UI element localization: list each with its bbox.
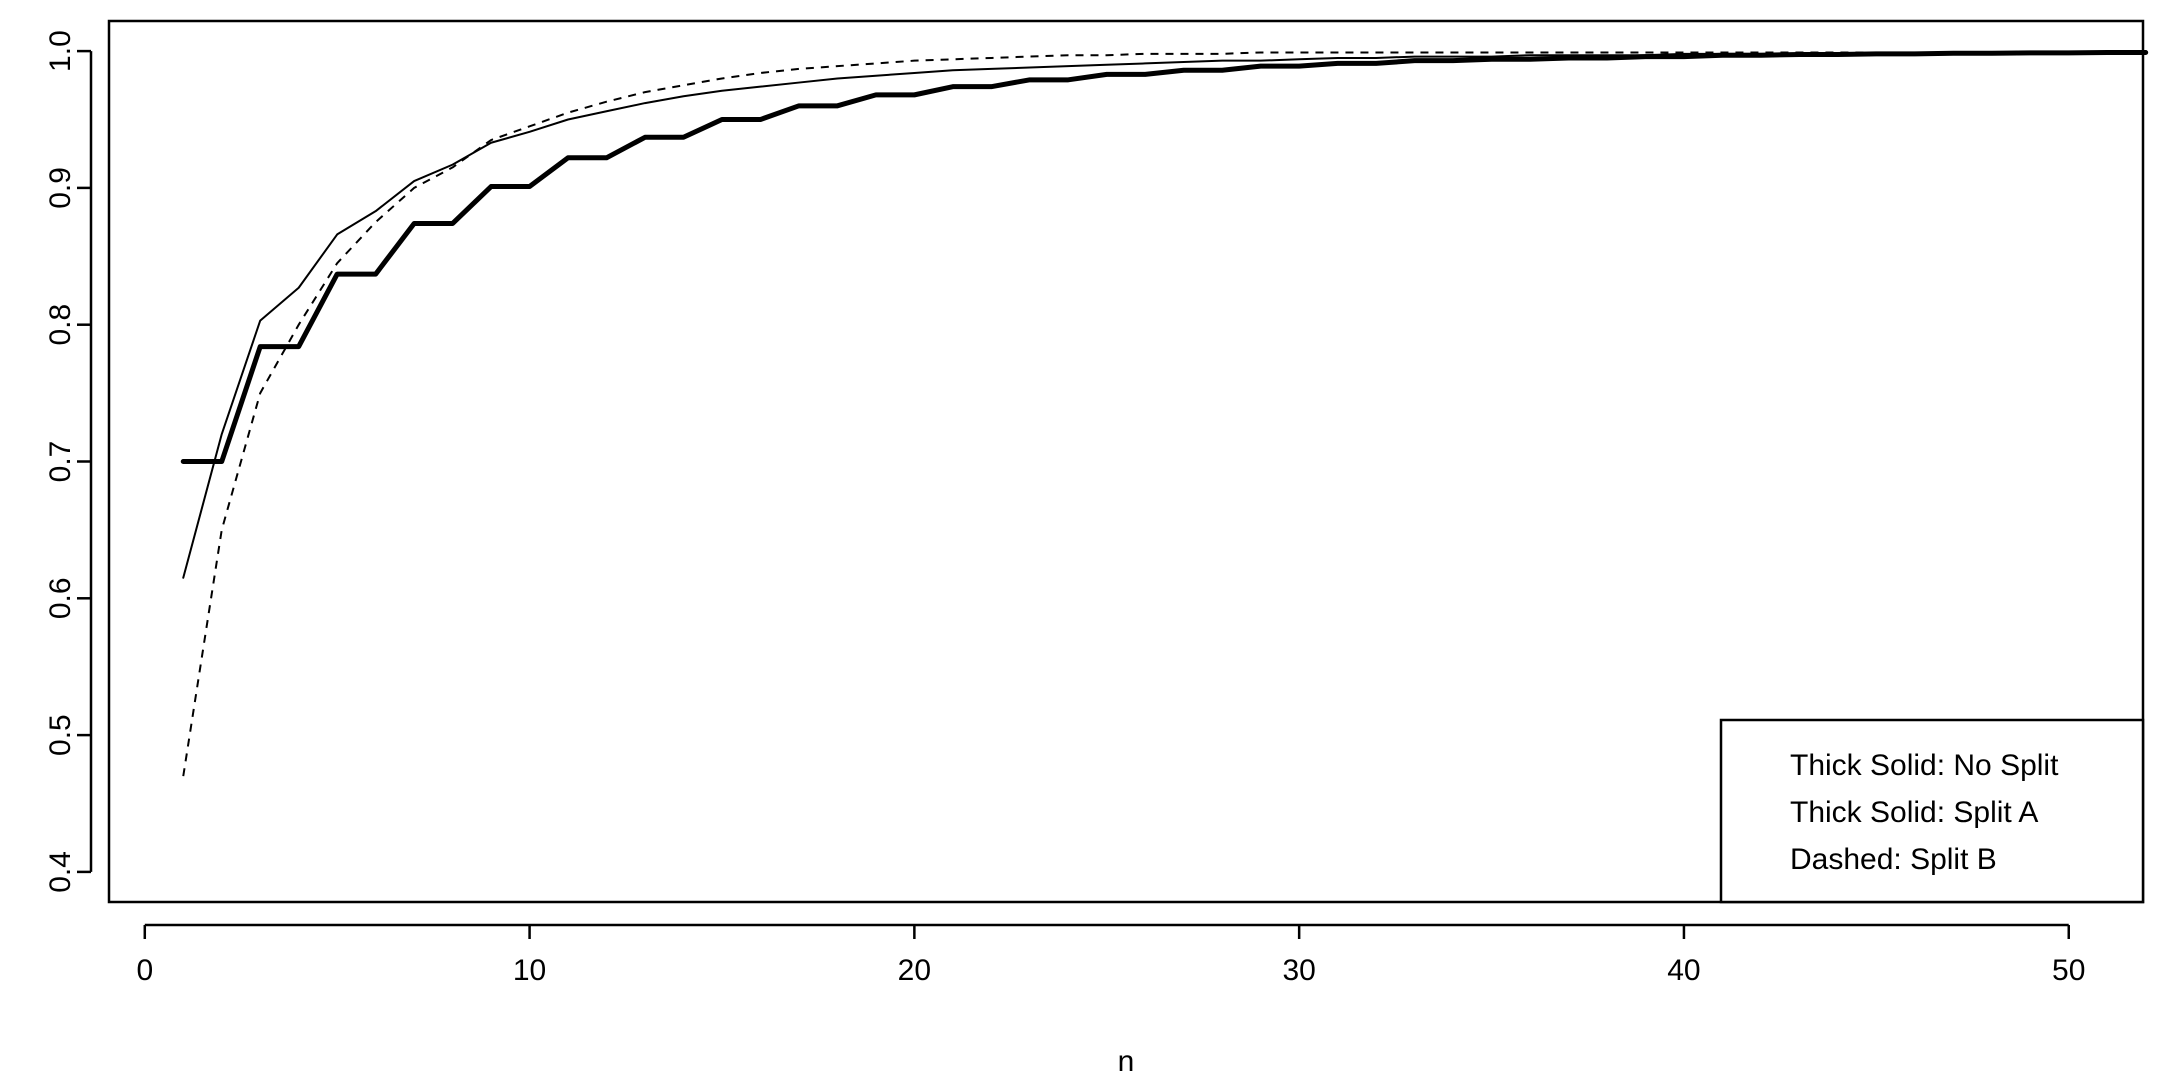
y-tick-label: 0.5 (44, 714, 77, 756)
y-tick-label: 0.4 (44, 851, 77, 893)
legend-label: Thick Solid: No Split (1790, 749, 2059, 782)
x-axis-label: n (1118, 1045, 1135, 1078)
x-tick-label: 30 (1282, 954, 1315, 987)
x-tick-label: 0 (136, 954, 153, 987)
plot-frame (107, 19, 2145, 904)
x-tick-label: 40 (1667, 954, 1700, 987)
y-tick-label: 0.9 (44, 167, 77, 209)
series-line (180, 49, 2149, 464)
x-tick-label: 10 (513, 954, 546, 987)
x-tick-label: 20 (898, 954, 931, 987)
y-tick-label: 0.8 (44, 304, 77, 346)
series-line (182, 51, 2146, 777)
y-tick-label: 0.6 (44, 577, 77, 619)
y-tick-label: 1.0 (44, 30, 77, 72)
legend-label: Dashed: Split B (1790, 843, 1997, 876)
y-tick-label: 0.7 (44, 441, 77, 483)
legend-box (1719, 718, 2145, 904)
legend-label: Thick Solid: Split A (1790, 796, 2038, 829)
series-line (182, 51, 2147, 579)
x-tick-label: 50 (2052, 954, 2085, 987)
